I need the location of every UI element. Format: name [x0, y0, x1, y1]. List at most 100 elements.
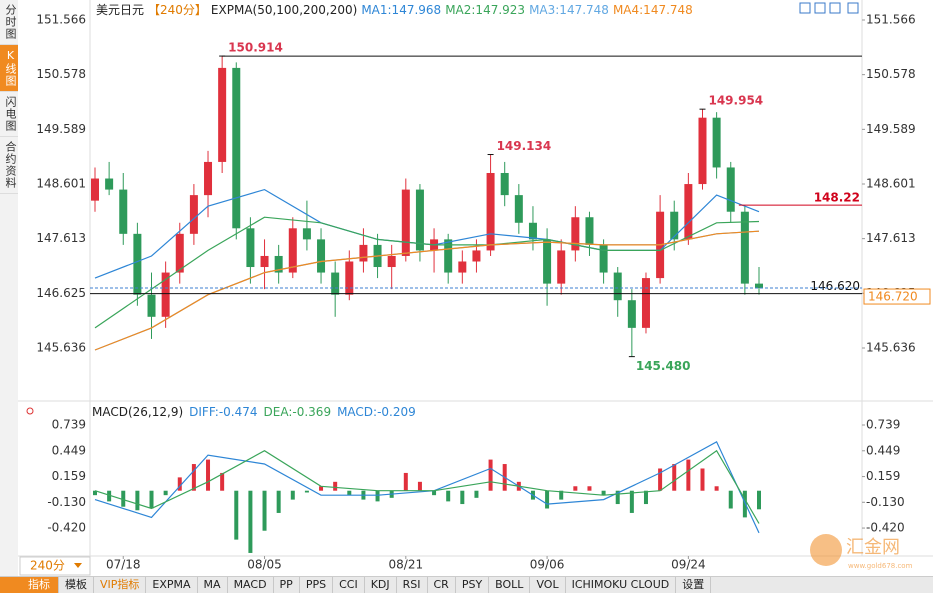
window-icons[interactable] [799, 2, 859, 14]
macd-line [94, 449, 760, 524]
toolbar-tab[interactable]: CCI [333, 577, 365, 593]
logo [810, 534, 842, 566]
macd-bar [545, 490, 550, 509]
macd-bar [177, 477, 182, 491]
dropdown-arrow [74, 563, 82, 568]
candle-body [204, 161, 213, 196]
toolbar-tab[interactable]: VOL [530, 577, 566, 593]
y-tick-label: 147.613 [36, 231, 86, 245]
candle-body [444, 239, 453, 273]
candle-body [458, 261, 467, 273]
ma-line [94, 230, 760, 351]
macd-bar [643, 490, 648, 505]
macd-bar [672, 464, 677, 491]
macd-bar [149, 490, 154, 509]
toolbar-tab[interactable]: RSI [397, 577, 428, 593]
last-price-box [863, 288, 931, 305]
macd-bar [319, 486, 324, 491]
candle-body [585, 217, 594, 245]
candle-body [500, 172, 509, 196]
period-label[interactable]: 240分 [30, 559, 65, 573]
candle-body [415, 189, 424, 251]
icon[interactable] [847, 2, 859, 14]
toolbar-tab[interactable]: CR [428, 577, 456, 593]
candle-body [119, 189, 128, 234]
macd-bar [121, 490, 126, 507]
y-tick-label-right: 151.566 [866, 13, 916, 27]
macd-bar [446, 490, 451, 502]
sidebar-tab[interactable]: 合约资料 [0, 137, 18, 194]
toolbar-tab[interactable]: 设置 [676, 577, 712, 593]
y-tick-label: 148.601 [36, 177, 86, 191]
toolbar-tab[interactable]: KDJ [365, 577, 397, 593]
y-tick-label: 149.589 [36, 122, 86, 136]
candle-body [218, 67, 227, 162]
last-price-label: 146.720 [868, 290, 918, 304]
sidebar-tab[interactable]: K线图 [0, 45, 18, 92]
toolbar-tab[interactable]: ICHIMOKU CLOUD [566, 577, 677, 593]
y-tick-label: -0.420 [47, 521, 86, 535]
watermark-name: 汇金网 [846, 537, 900, 558]
y-tick-label: 151.566 [36, 13, 86, 27]
x-tick-label: 08/21 [389, 558, 424, 572]
sidebar-tab[interactable]: 闪电图 [0, 92, 18, 137]
toolbar-tab[interactable]: MA [198, 577, 228, 593]
toolbar-tab[interactable]: PPS [300, 577, 334, 593]
toolbar-tab[interactable]: MACD [228, 577, 274, 593]
candle-body [175, 233, 184, 273]
sidebar: 分时图 K线图 闪电图 合约资料 [0, 0, 19, 576]
icon[interactable] [799, 2, 811, 14]
macd-bar [460, 490, 465, 505]
settings-icon[interactable] [26, 407, 34, 415]
macd-title: MACD(26,12,9) [92, 405, 183, 419]
level-label: 148.22 [814, 191, 860, 205]
macd-bar [290, 490, 295, 500]
macd-bar [700, 468, 705, 491]
y-tick-label: 0.739 [52, 418, 86, 432]
chart: 240分 汇金网 www.gold678.com 美元日元 【240分】 EXPMA… [18, 0, 933, 576]
macd-bar [206, 459, 211, 491]
toolbar-tab[interactable]: PSY [456, 577, 490, 593]
candle-body [317, 239, 326, 273]
macd-bar [474, 490, 479, 498]
level-label: 146.620 [810, 279, 860, 293]
sidebar-tab[interactable]: 分时图 [0, 0, 18, 45]
toolbar-tab[interactable]: BOLL [489, 577, 531, 593]
macd-bar [686, 459, 691, 491]
y-tick-label: 0.159 [52, 469, 86, 483]
icon[interactable] [814, 2, 826, 14]
macd-legend-entry: DIFF:-0.474 [189, 405, 257, 419]
candle-body [401, 189, 410, 256]
macd-bar [714, 486, 719, 491]
y-tick-label: 146.625 [36, 286, 86, 300]
toolbar-tab[interactable]: 模板 [59, 577, 94, 593]
macd-bar [488, 459, 493, 491]
candle-body [91, 178, 99, 201]
y-tick-label-right: 0.449 [866, 443, 900, 457]
toolbar-tab[interactable]: 指标 [0, 577, 59, 593]
macd-bar [191, 464, 196, 491]
candle-body [331, 272, 340, 295]
toolbar-tab[interactable]: PP [274, 577, 300, 593]
toolbar-tab[interactable]: VIP指标 [94, 577, 147, 593]
macd-bar [757, 490, 761, 510]
candle-body [232, 67, 241, 229]
macd-bar [234, 490, 239, 540]
toolbar-tab[interactable]: EXPMA [146, 577, 198, 593]
macd-bar [587, 486, 592, 491]
macd-legend-entry: DEA:-0.369 [264, 405, 332, 419]
candle-body [345, 261, 354, 295]
icon[interactable] [829, 2, 841, 14]
macd-legend: MACD(26,12,9) DIFF:-0.474 DEA:-0.369 MACD:-… [92, 405, 416, 419]
candle-body [599, 244, 608, 273]
legend-entry: MA3:147.748 [529, 3, 609, 17]
macd-bar [573, 486, 578, 491]
x-tick-label: 08/05 [247, 558, 282, 572]
x-tick-label: 07/18 [106, 558, 141, 572]
candle-body [274, 255, 283, 273]
period-select[interactable] [19, 556, 91, 576]
candle-body [133, 233, 142, 295]
candle-body [147, 294, 156, 317]
low-label: 145.480 [636, 359, 691, 373]
